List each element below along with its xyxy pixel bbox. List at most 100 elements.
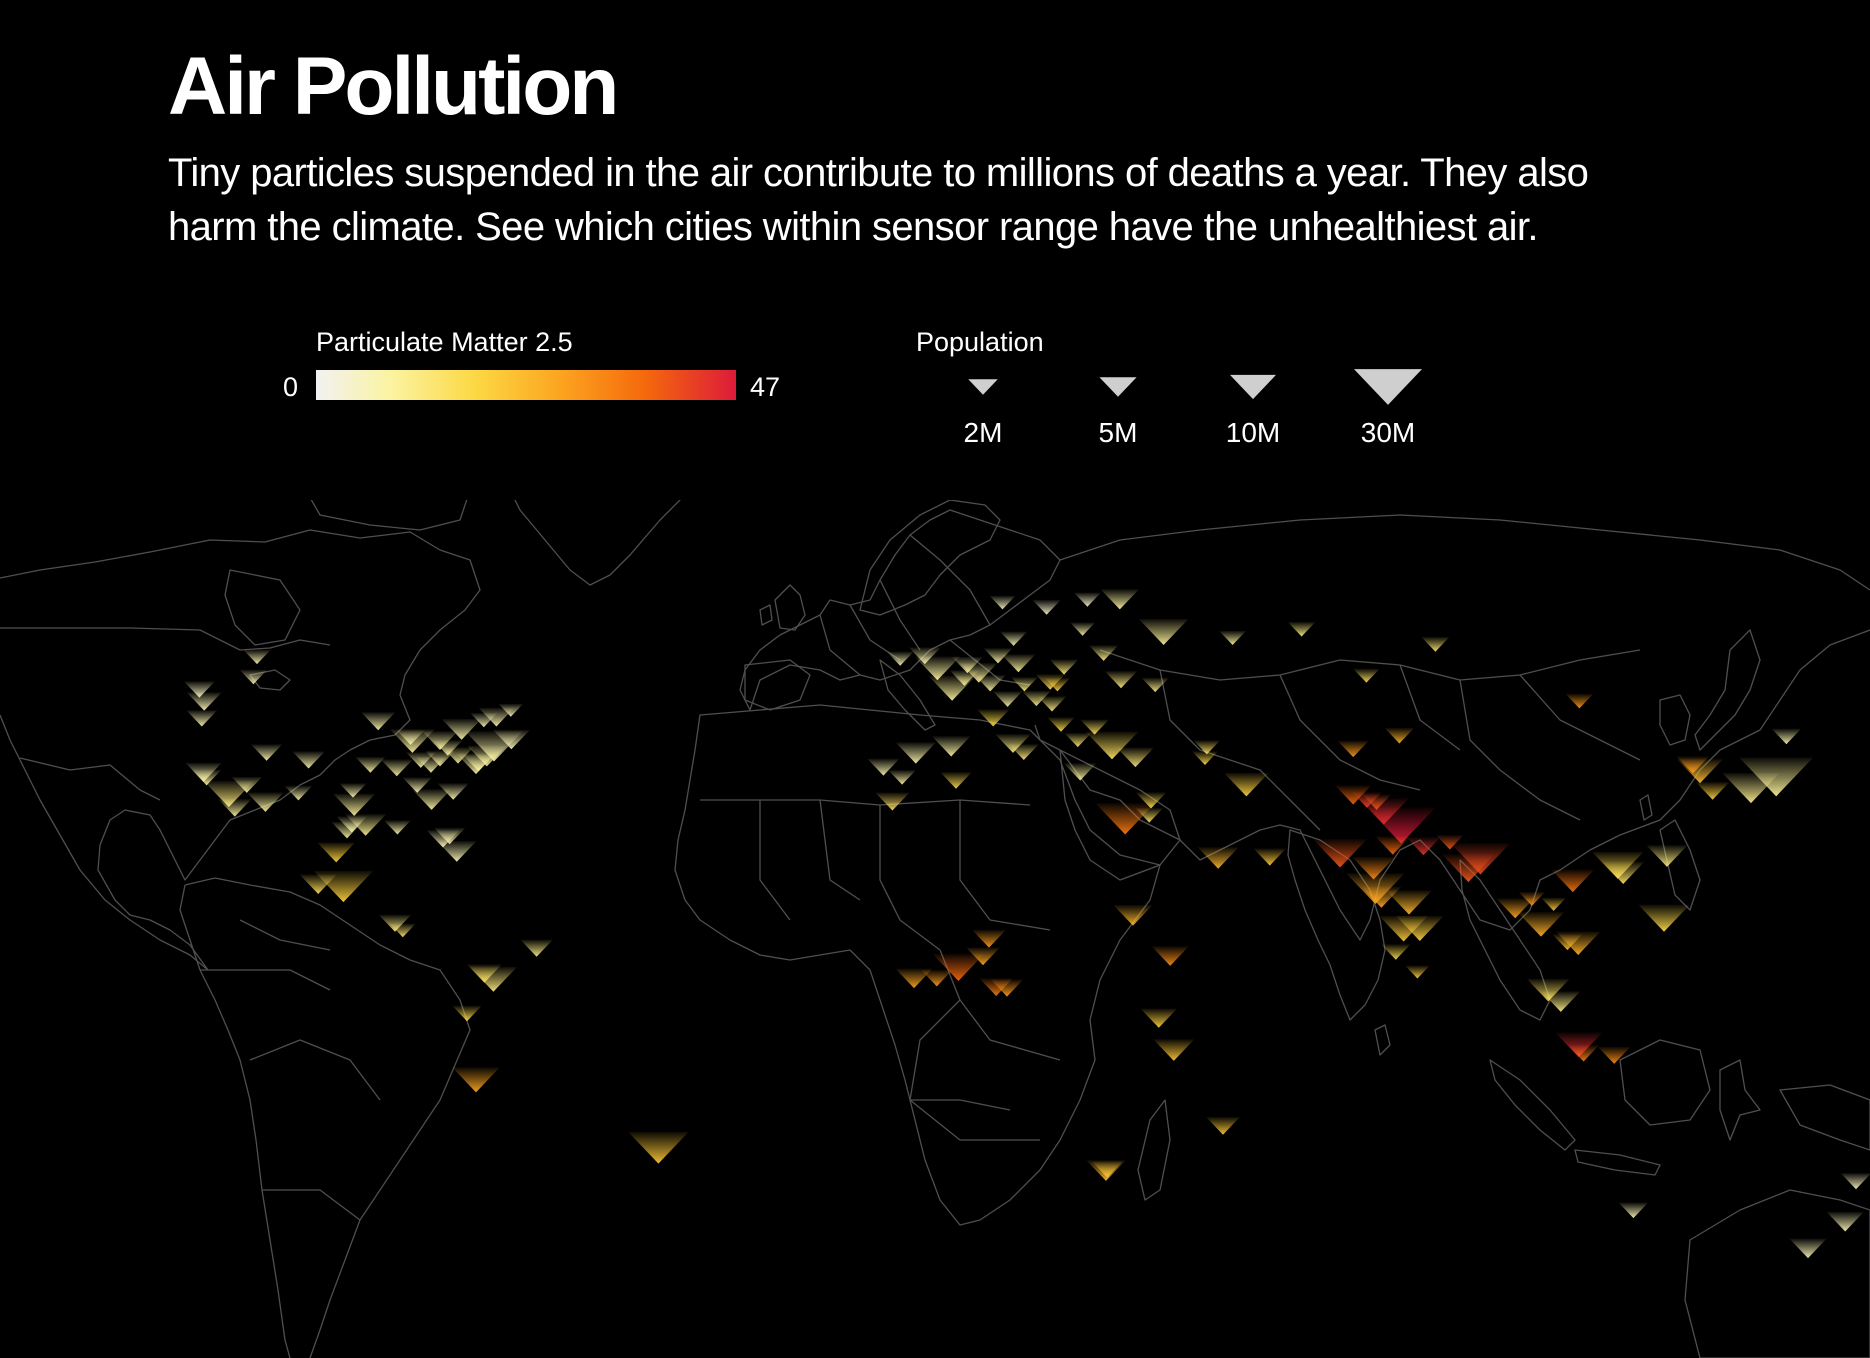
city-marker[interactable] xyxy=(1253,848,1287,866)
city-marker[interactable] xyxy=(1151,946,1189,966)
city-marker[interactable] xyxy=(1064,733,1092,748)
city-marker[interactable] xyxy=(1088,645,1119,661)
city-marker[interactable] xyxy=(1646,845,1688,867)
city-marker[interactable] xyxy=(1385,890,1433,915)
city-marker[interactable] xyxy=(1197,847,1239,869)
city-marker[interactable] xyxy=(921,970,953,987)
city-marker[interactable] xyxy=(520,939,553,957)
city-marker[interactable] xyxy=(478,707,515,727)
city-marker[interactable] xyxy=(1405,965,1430,979)
city-marker[interactable] xyxy=(498,703,524,717)
city-marker[interactable] xyxy=(1008,744,1039,761)
city-marker[interactable] xyxy=(989,595,1016,610)
city-marker[interactable] xyxy=(243,649,271,665)
city-marker[interactable] xyxy=(886,651,914,666)
city-marker[interactable] xyxy=(186,710,218,727)
city-marker[interactable] xyxy=(441,718,482,740)
city-marker[interactable] xyxy=(888,770,916,785)
city-marker[interactable] xyxy=(1568,1045,1600,1062)
city-marker[interactable] xyxy=(292,751,325,769)
city-marker[interactable] xyxy=(361,712,396,731)
city-marker[interactable] xyxy=(909,647,941,665)
city-marker[interactable] xyxy=(1826,1211,1864,1232)
city-marker[interactable] xyxy=(1442,854,1495,883)
city-marker[interactable] xyxy=(1337,740,1369,758)
city-marker[interactable] xyxy=(1565,693,1594,709)
city-marker[interactable] xyxy=(1153,1039,1195,1061)
city-marker[interactable] xyxy=(1789,1238,1827,1259)
city-marker[interactable] xyxy=(466,964,502,983)
city-marker[interactable] xyxy=(336,816,367,833)
city-marker[interactable] xyxy=(433,827,466,845)
city-marker[interactable] xyxy=(940,772,972,789)
city-marker[interactable] xyxy=(1526,978,1570,1002)
city-marker[interactable] xyxy=(983,648,1013,664)
city-marker[interactable] xyxy=(895,742,936,764)
city-marker[interactable] xyxy=(1001,654,1036,673)
city-marker[interactable] xyxy=(452,1067,500,1093)
city-marker[interactable] xyxy=(1032,599,1061,615)
city-marker[interactable] xyxy=(218,799,252,817)
city-marker[interactable] xyxy=(284,785,313,801)
city-marker[interactable] xyxy=(1192,751,1218,766)
city-marker[interactable] xyxy=(1085,731,1139,760)
city-marker[interactable] xyxy=(1113,905,1153,926)
city-marker[interactable] xyxy=(1080,719,1109,735)
world-map[interactable] xyxy=(0,500,1870,1358)
city-marker[interactable] xyxy=(1352,857,1396,880)
city-marker[interactable] xyxy=(231,776,262,793)
city-marker[interactable] xyxy=(411,789,452,810)
city-marker[interactable] xyxy=(1104,671,1138,689)
city-marker[interactable] xyxy=(1555,1032,1603,1058)
city-marker[interactable] xyxy=(999,631,1028,646)
city-marker[interactable] xyxy=(1618,1202,1649,1219)
city-marker[interactable] xyxy=(976,709,1010,727)
city-marker[interactable] xyxy=(1358,798,1409,825)
city-marker[interactable] xyxy=(1224,772,1269,797)
city-marker[interactable] xyxy=(1047,717,1075,732)
city-marker[interactable] xyxy=(1219,630,1247,646)
city-marker[interactable] xyxy=(250,744,283,761)
city-marker[interactable] xyxy=(339,783,367,798)
city-marker[interactable] xyxy=(966,947,1000,966)
city-marker[interactable] xyxy=(931,736,971,757)
city-marker[interactable] xyxy=(246,792,284,812)
city-marker[interactable] xyxy=(949,670,980,686)
city-marker[interactable] xyxy=(1840,1173,1870,1190)
world-map-svg[interactable] xyxy=(0,500,1870,1358)
city-marker[interactable] xyxy=(1140,1008,1178,1028)
city-marker[interactable] xyxy=(299,874,337,895)
city-marker[interactable] xyxy=(628,1131,689,1164)
city-marker[interactable] xyxy=(992,691,1023,707)
city-marker[interactable] xyxy=(1421,637,1450,652)
city-marker[interactable] xyxy=(1552,934,1583,951)
city-marker[interactable] xyxy=(433,740,463,756)
city-marker[interactable] xyxy=(470,712,498,728)
city-marker[interactable] xyxy=(995,734,1031,753)
city-marker[interactable] xyxy=(492,729,530,750)
city-marker[interactable] xyxy=(1517,912,1565,937)
city-marker[interactable] xyxy=(405,752,436,768)
city-marker[interactable] xyxy=(1676,756,1710,774)
city-marker[interactable] xyxy=(867,758,900,776)
city-marker[interactable] xyxy=(1070,622,1096,636)
city-marker[interactable] xyxy=(1138,619,1189,646)
city-marker[interactable] xyxy=(239,669,268,685)
city-marker[interactable] xyxy=(203,780,254,808)
city-marker[interactable] xyxy=(1335,785,1372,805)
city-marker[interactable] xyxy=(317,842,356,863)
city-marker[interactable] xyxy=(952,656,983,674)
city-marker[interactable] xyxy=(1602,861,1645,884)
city-marker[interactable] xyxy=(1384,728,1415,744)
city-marker[interactable] xyxy=(1496,898,1535,919)
city-marker[interactable] xyxy=(1135,792,1167,809)
city-marker[interactable] xyxy=(396,730,425,745)
city-marker[interactable] xyxy=(1722,772,1780,804)
city-marker[interactable] xyxy=(378,914,412,932)
city-marker[interactable] xyxy=(1695,782,1730,800)
city-marker[interactable] xyxy=(1551,869,1595,893)
city-marker[interactable] xyxy=(1044,677,1071,692)
city-marker[interactable] xyxy=(1375,836,1411,855)
city-marker[interactable] xyxy=(1435,834,1464,850)
city-marker[interactable] xyxy=(972,929,1006,948)
